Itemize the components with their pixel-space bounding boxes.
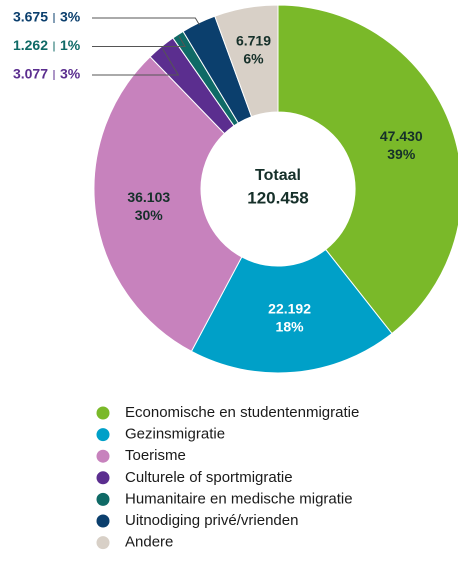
value-label: 3.675 bbox=[13, 9, 48, 25]
legend-swatch bbox=[96, 492, 110, 506]
legend-swatch bbox=[96, 449, 110, 463]
slices bbox=[93, 4, 458, 374]
percent-label: 30% bbox=[135, 207, 164, 223]
center-total: 120.458 bbox=[247, 188, 308, 207]
percent-label: 39% bbox=[387, 146, 416, 162]
legend-label: Economische en studentenmigratie bbox=[125, 404, 359, 421]
value-label: 36.103 bbox=[127, 189, 170, 205]
value-label: 47.430 bbox=[380, 128, 423, 144]
legend-label: Gezinsmigratie bbox=[125, 426, 225, 443]
legend-swatch bbox=[96, 428, 110, 442]
leader-line bbox=[92, 36, 187, 47]
percent-label: 6% bbox=[243, 50, 264, 66]
value-label: 3.077 bbox=[13, 66, 48, 82]
donut-hole bbox=[201, 112, 355, 266]
legend-swatch bbox=[96, 536, 110, 550]
legend-swatch bbox=[96, 406, 110, 420]
center-label: Totaal bbox=[255, 167, 301, 184]
legend-swatch bbox=[96, 514, 110, 528]
legend-label: Toerisme bbox=[125, 447, 186, 464]
percent-label: 3% bbox=[60, 9, 81, 25]
legend-label: Culturele of sportmigratie bbox=[125, 469, 293, 486]
leader-line bbox=[92, 48, 180, 76]
percent-label: 3% bbox=[60, 66, 81, 82]
value-label: 22.192 bbox=[268, 301, 311, 317]
leader-line bbox=[92, 17, 200, 26]
legend-label: Andere bbox=[125, 534, 173, 551]
value-label: 1.262 bbox=[13, 37, 48, 53]
value-label: 6.719 bbox=[236, 32, 271, 48]
percent-label: 1% bbox=[60, 37, 81, 53]
legend-swatch bbox=[96, 471, 110, 485]
percent-label: 18% bbox=[276, 319, 305, 335]
legend-label: Uitnodiging privé/vrienden bbox=[125, 512, 298, 529]
legend-label: Humanitaire en medische migratie bbox=[125, 490, 353, 507]
